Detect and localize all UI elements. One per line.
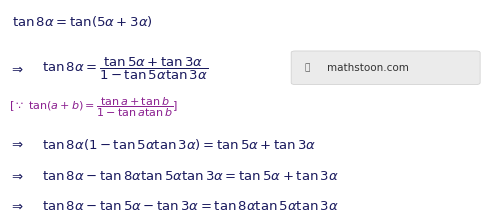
Text: $\tan 8\alpha(1 - \tan 5\alpha\tan 3\alpha) = \tan 5\alpha + \tan 3\alpha$: $\tan 8\alpha(1 - \tan 5\alpha\tan 3\alp… [42,137,316,152]
Text: $\Rightarrow$: $\Rightarrow$ [9,200,24,213]
Text: ⚿: ⚿ [305,63,310,72]
Text: $[\because\ \tan(a+b) = \dfrac{\tan a+\tan b}{1-\tan a\tan b}]$: $[\because\ \tan(a+b) = \dfrac{\tan a+\t… [9,96,178,119]
Text: $\tan 8\alpha - \tan 8\alpha\tan 5\alpha\tan 3\alpha = \tan 5\alpha + \tan 3\alp: $\tan 8\alpha - \tan 8\alpha\tan 5\alpha… [42,170,339,183]
Text: $\Rightarrow$: $\Rightarrow$ [9,170,24,183]
Text: $\Rightarrow$: $\Rightarrow$ [9,138,24,150]
Text: $\tan 8\alpha = \dfrac{\tan 5\alpha+\tan 3\alpha}{1-\tan 5\alpha\tan 3\alpha}$: $\tan 8\alpha = \dfrac{\tan 5\alpha+\tan… [42,56,208,82]
Text: $\tan 8\alpha - \tan 5\alpha - \tan 3\alpha = \tan 8\alpha\tan 5\alpha\tan 3\alp: $\tan 8\alpha - \tan 5\alpha - \tan 3\al… [42,200,339,213]
FancyBboxPatch shape [291,51,480,84]
Text: $\Rightarrow$: $\Rightarrow$ [9,62,24,75]
Text: mathstoon.com: mathstoon.com [327,63,409,73]
Text: $\tan 8\alpha = \tan(5\alpha + 3\alpha)$: $\tan 8\alpha = \tan(5\alpha + 3\alpha)$ [12,14,153,29]
